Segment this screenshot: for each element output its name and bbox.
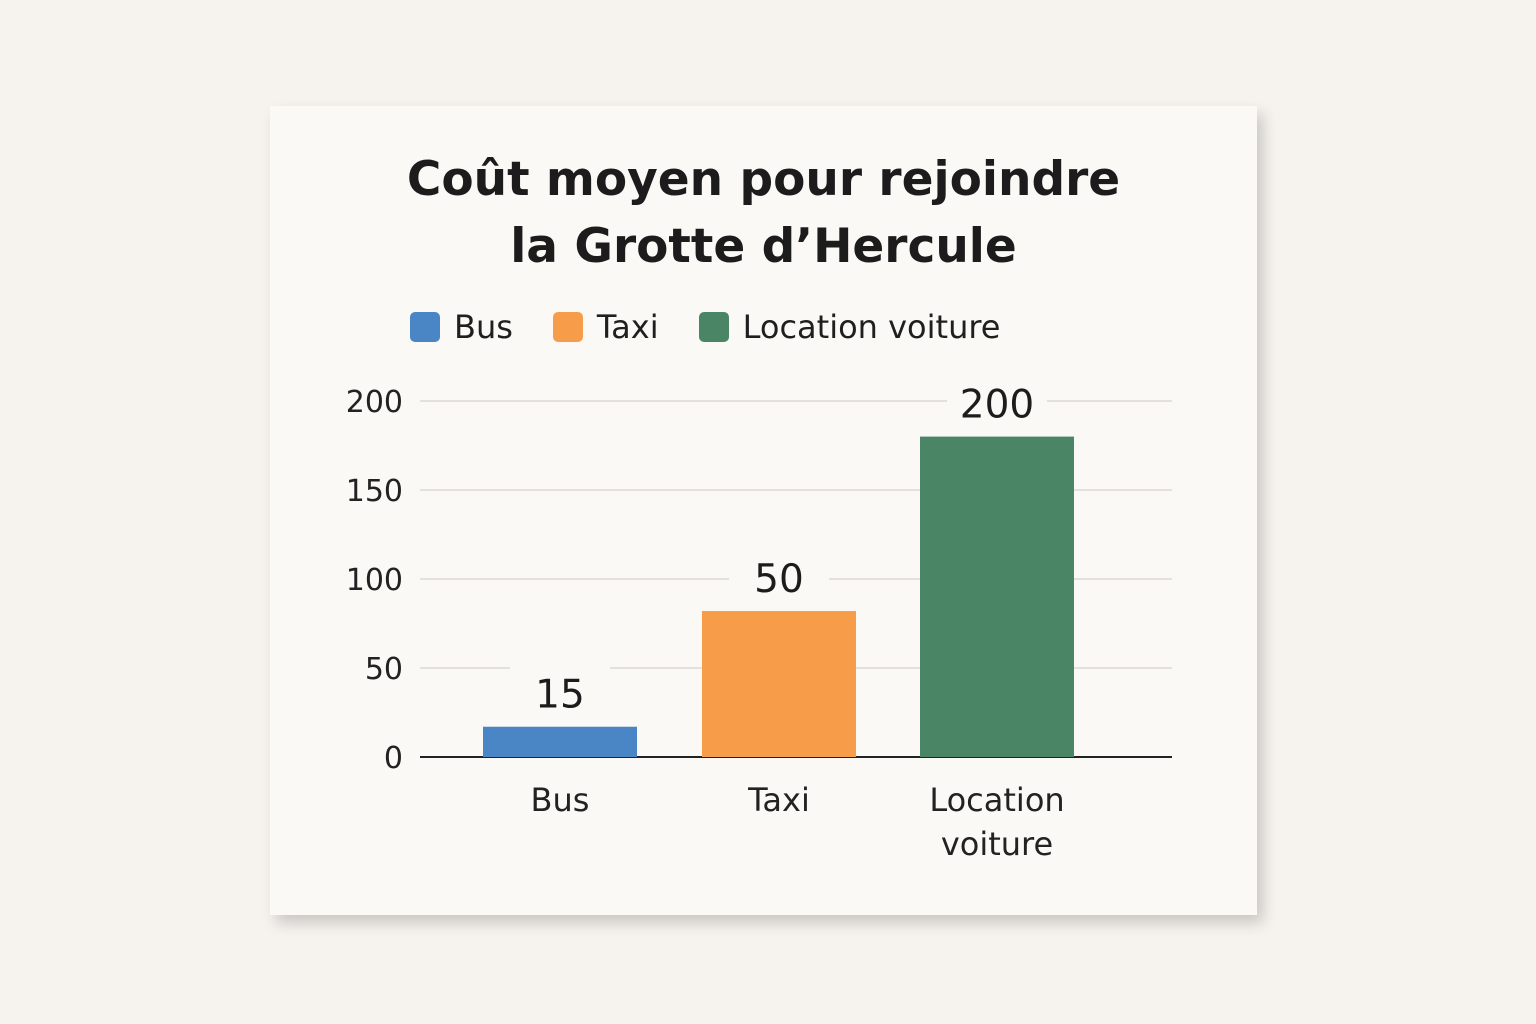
bar-location-voiture (920, 436, 1074, 757)
x-tick-label: Taxi (747, 781, 810, 819)
data-label-bg (729, 551, 829, 596)
y-tick-label: 150 (346, 474, 403, 509)
y-tick-label: 100 (346, 563, 403, 598)
data-label-bg (947, 376, 1047, 421)
title-line-1: Coût moyen pour rejoindre (406, 152, 1121, 207)
legend-swatch (698, 312, 729, 342)
y-tick-label: 0 (384, 741, 403, 776)
legend: Bus Taxi Location voiture (410, 308, 1040, 346)
bar-bus (483, 726, 637, 757)
legend-swatch (552, 312, 583, 342)
legend-item-bus: Bus (410, 308, 513, 346)
legend-label: Location voiture (742, 308, 1001, 346)
legend-item-taxi: Taxi (552, 308, 659, 346)
chart-card: Coût moyen pour rejoindre la Grotte d’He… (270, 106, 1257, 915)
title-line-2: la Grotte d’Hercule (510, 219, 1017, 274)
data-label: 15 (535, 673, 585, 718)
data-label: 200 (960, 383, 1034, 428)
legend-label: Bus (454, 308, 513, 346)
data-label: 50 (754, 557, 804, 602)
legend-swatch (410, 312, 440, 342)
legend-item-location: Location voiture (698, 308, 1001, 346)
x-tick-label: Location (929, 781, 1064, 819)
chart-title: Coût moyen pour rejoindre la Grotte d’He… (270, 146, 1257, 280)
x-tick-label: voiture (941, 825, 1053, 863)
data-label-bg (510, 666, 610, 711)
x-tick-label: Bus (531, 781, 590, 819)
bar-taxi (702, 611, 856, 757)
y-tick-label: 50 (365, 652, 403, 687)
y-tick-label: 200 (346, 385, 403, 420)
legend-label: Taxi (596, 308, 659, 346)
